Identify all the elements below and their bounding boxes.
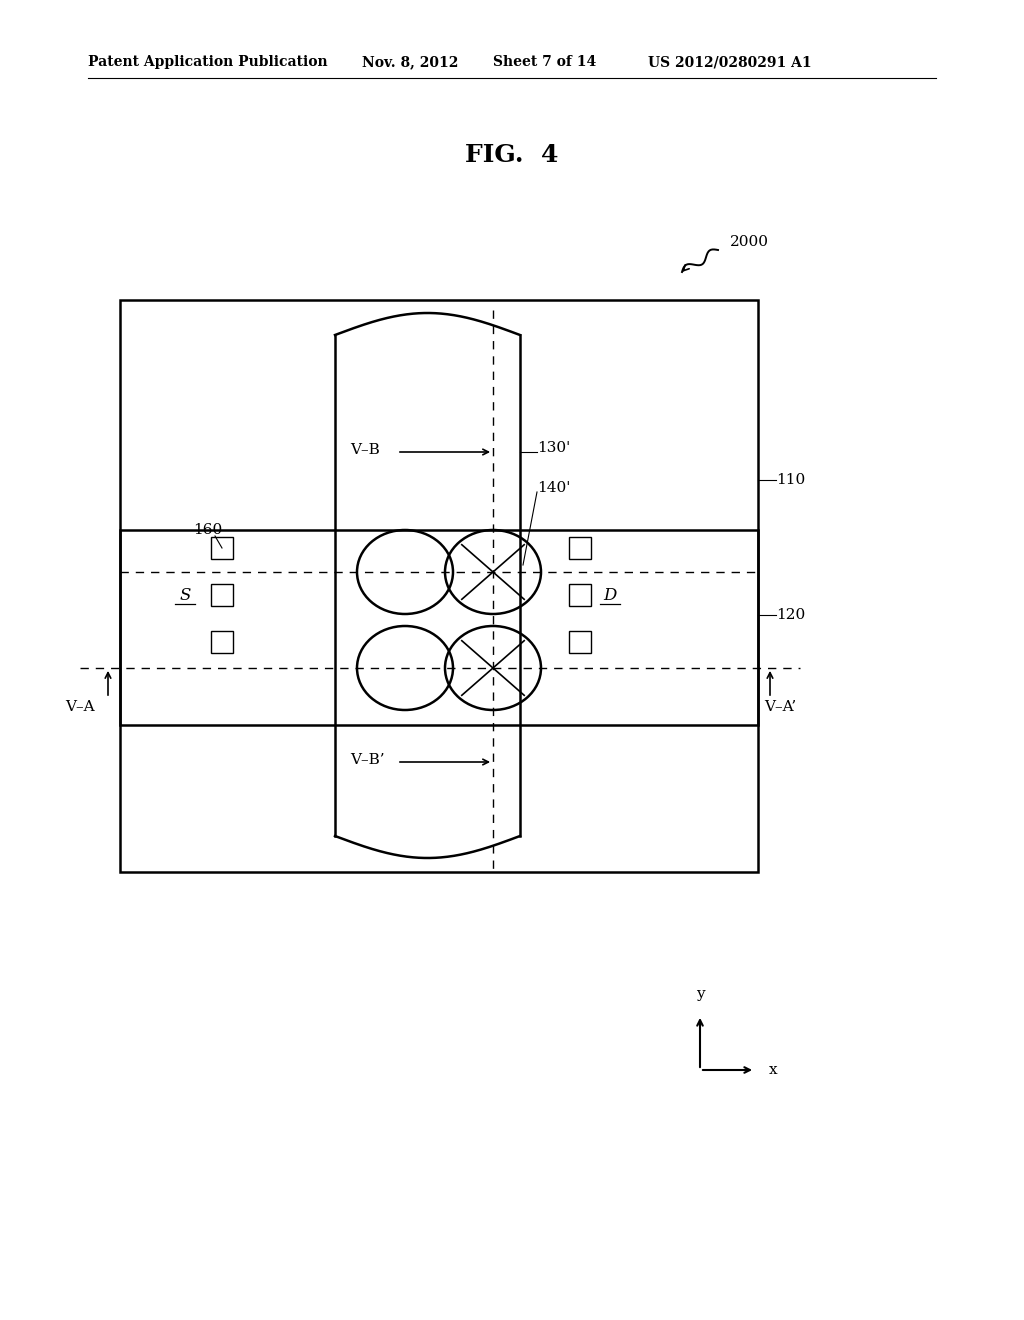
Bar [569,631,591,653]
Text: FIG.  4: FIG. 4 [465,143,559,168]
Text: 120: 120 [776,609,805,622]
Text: y: y [695,987,705,1001]
Text: Nov. 8, 2012: Nov. 8, 2012 [362,55,459,69]
Text: 160: 160 [193,523,222,537]
Text: V–A’: V–A’ [764,700,796,714]
Text: Sheet 7 of 14: Sheet 7 of 14 [493,55,596,69]
Text: V–B’: V–B’ [350,752,385,767]
Text: V–A: V–A [66,700,95,714]
Text: S: S [179,586,190,603]
Text: 2000: 2000 [730,235,769,249]
Bar [211,631,233,653]
Text: D: D [603,586,616,603]
Bar [569,583,591,606]
Bar [120,531,758,725]
Bar [211,537,233,558]
Text: 140': 140' [537,480,570,495]
Text: US 2012/0280291 A1: US 2012/0280291 A1 [648,55,812,69]
Text: 130': 130' [537,441,570,455]
Bar [120,300,758,873]
Text: V–B: V–B [350,444,380,457]
Text: 110: 110 [776,473,805,487]
Text: Patent Application Publication: Patent Application Publication [88,55,328,69]
Bar [569,537,591,558]
Text: x: x [769,1063,777,1077]
Bar [211,583,233,606]
